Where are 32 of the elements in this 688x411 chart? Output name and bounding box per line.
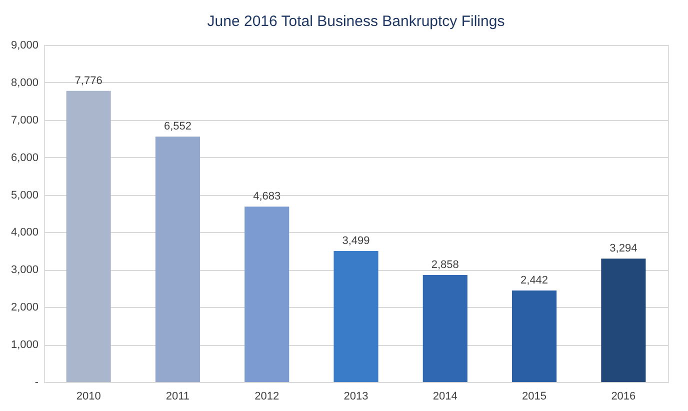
y-tick-label: 5,000 <box>10 189 38 202</box>
y-tick-label: 8,000 <box>10 76 38 89</box>
data-label: 3,499 <box>342 234 370 247</box>
bar <box>512 290 557 382</box>
data-label: 7,776 <box>74 74 102 87</box>
data-label: 4,683 <box>253 190 281 203</box>
x-tick-label: 2012 <box>254 390 280 402</box>
data-label: 2,442 <box>520 274 548 287</box>
bar <box>66 90 111 382</box>
x-tick-label: 2011 <box>166 390 190 402</box>
x-tick-label: 2010 <box>76 390 101 402</box>
bar <box>422 274 468 382</box>
data-label: 3,294 <box>610 242 638 255</box>
chart-title: June 2016 Total Business Bankruptcy Filings <box>207 13 505 30</box>
y-tick-label: 2,000 <box>10 302 38 314</box>
bar <box>155 136 200 382</box>
bar <box>601 258 646 382</box>
x-tick-label: 2016 <box>611 390 636 402</box>
y-tick-label: 4,000 <box>10 226 38 239</box>
y-tick-label: 3,000 <box>10 264 38 276</box>
y-tick-label: 6,000 <box>10 152 38 164</box>
x-tick-label: 2015 <box>522 390 547 402</box>
y-tick-label: 9,000 <box>10 40 38 52</box>
y-tick-label: 7,000 <box>10 114 38 126</box>
data-label: 6,552 <box>164 120 192 133</box>
data-label: 2,858 <box>431 258 459 271</box>
y-tick-label: - <box>34 376 39 388</box>
y-tick-label: 1,000 <box>10 339 38 352</box>
bar <box>244 206 290 382</box>
x-tick-label: 2013 <box>344 390 368 402</box>
bar <box>334 250 378 382</box>
x-tick-label: 2014 <box>432 390 458 402</box>
